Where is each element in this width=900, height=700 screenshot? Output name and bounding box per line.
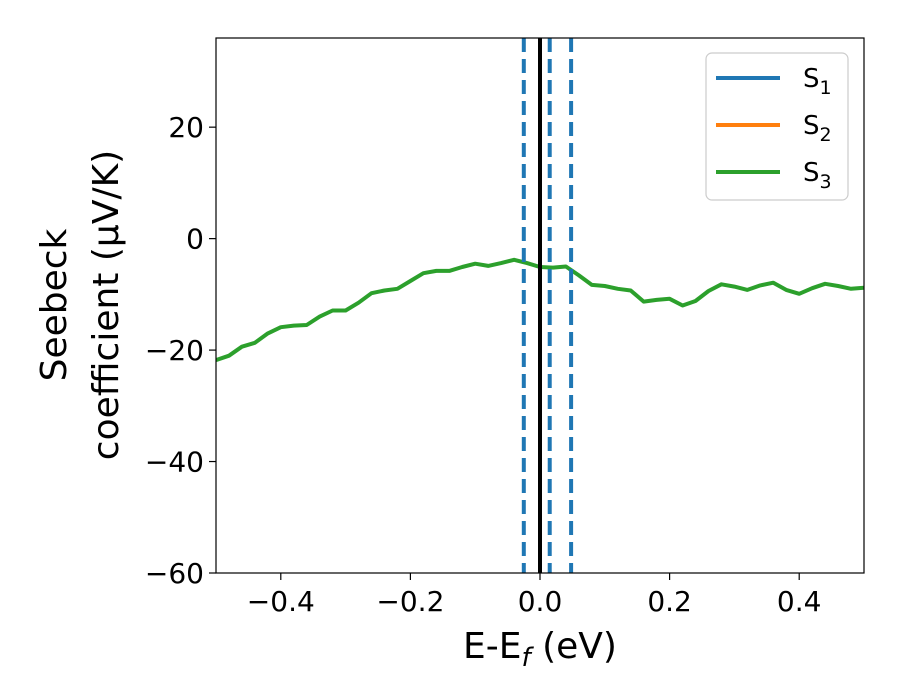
y-axis-title-line1: Seebeck — [34, 228, 75, 381]
x-axis-title-unit: (eV) — [531, 626, 617, 667]
y-tick-label-5: −60 — [145, 557, 204, 590]
x-axis-title: E-Ef (eV) — [463, 626, 617, 673]
y-axis-title-line2: coefficient (μV/K) — [86, 150, 127, 460]
y-tick-label-1: 20 — [168, 111, 204, 144]
legend-label-3: S3 — [803, 158, 832, 193]
legend-label-1: S1 — [803, 64, 832, 99]
legend: S1 S2 S3 — [705, 52, 849, 201]
x-tick-label-4: 0.2 — [647, 585, 692, 618]
plot-marks — [216, 38, 864, 573]
axis-ticks: −0.4 −0.2 0.0 0.2 0.4 20 0 −20 −40 −60 — [145, 111, 822, 618]
y-axis-title: Seebeck coefficient (μV/K) — [34, 150, 127, 460]
x-tick-label-3: 0.0 — [518, 585, 563, 618]
legend-label-2: S2 — [803, 111, 832, 146]
x-tick-label-5: 0.4 — [777, 585, 822, 618]
plot-area — [216, 38, 864, 573]
y-tick-label-3: −20 — [145, 334, 204, 367]
x-axis-title-main: E-E — [463, 626, 521, 667]
y-tick-label-2: 0 — [186, 223, 204, 256]
x-tick-label-1: −0.4 — [247, 585, 315, 618]
y-tick-label-4: −40 — [145, 446, 204, 479]
x-tick-label-2: −0.2 — [376, 585, 444, 618]
